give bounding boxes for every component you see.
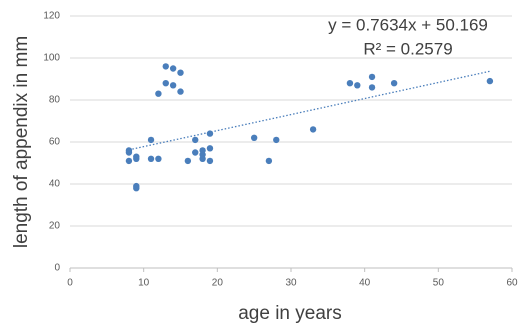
trendline bbox=[128, 70, 491, 151]
x-tick-label: 20 bbox=[212, 278, 224, 289]
point bbox=[192, 149, 199, 156]
point bbox=[147, 136, 155, 144]
y-tick-label: 80 bbox=[49, 95, 61, 106]
point bbox=[177, 69, 184, 76]
point bbox=[133, 185, 140, 192]
x-tick-label: 30 bbox=[285, 278, 297, 289]
y-tick-label: 0 bbox=[54, 263, 60, 274]
point bbox=[368, 84, 376, 91]
point bbox=[265, 157, 273, 165]
point bbox=[162, 80, 169, 87]
point bbox=[368, 73, 376, 81]
x-axis-title: age in years bbox=[238, 303, 342, 324]
point bbox=[169, 82, 177, 89]
point bbox=[250, 134, 258, 141]
point bbox=[346, 80, 354, 87]
point bbox=[125, 149, 133, 156]
y-tick-label: 60 bbox=[49, 137, 61, 148]
point bbox=[206, 145, 214, 152]
trendline-equation: y = 0.7634x + 50.169 bbox=[328, 15, 488, 34]
point bbox=[192, 136, 199, 144]
point bbox=[147, 155, 155, 162]
point bbox=[309, 126, 317, 133]
point bbox=[206, 157, 214, 165]
point bbox=[177, 88, 184, 95]
point bbox=[354, 82, 361, 89]
y-tick-label: 20 bbox=[49, 221, 61, 232]
point bbox=[199, 155, 206, 162]
y-tick-label: 40 bbox=[49, 179, 61, 190]
point bbox=[184, 157, 192, 165]
point bbox=[155, 155, 162, 162]
point bbox=[169, 65, 177, 72]
x-tick-label: 10 bbox=[138, 278, 150, 289]
point bbox=[486, 77, 494, 85]
point bbox=[273, 136, 280, 144]
point bbox=[133, 155, 140, 162]
x-tick-label: 50 bbox=[433, 278, 445, 289]
x-tick-label: 0 bbox=[67, 278, 73, 289]
point bbox=[125, 157, 133, 165]
x-tick-label: 40 bbox=[359, 278, 371, 289]
y-axis-title: length of appendix in mm bbox=[11, 36, 32, 248]
y-tick-label: 120 bbox=[43, 11, 60, 22]
trendline-r-squared: R² = 0.2579 bbox=[363, 39, 452, 58]
x-tick-label: 60 bbox=[506, 278, 518, 289]
point bbox=[390, 80, 398, 87]
point bbox=[155, 90, 162, 97]
y-tick-label: 100 bbox=[43, 53, 60, 64]
point bbox=[162, 63, 169, 70]
